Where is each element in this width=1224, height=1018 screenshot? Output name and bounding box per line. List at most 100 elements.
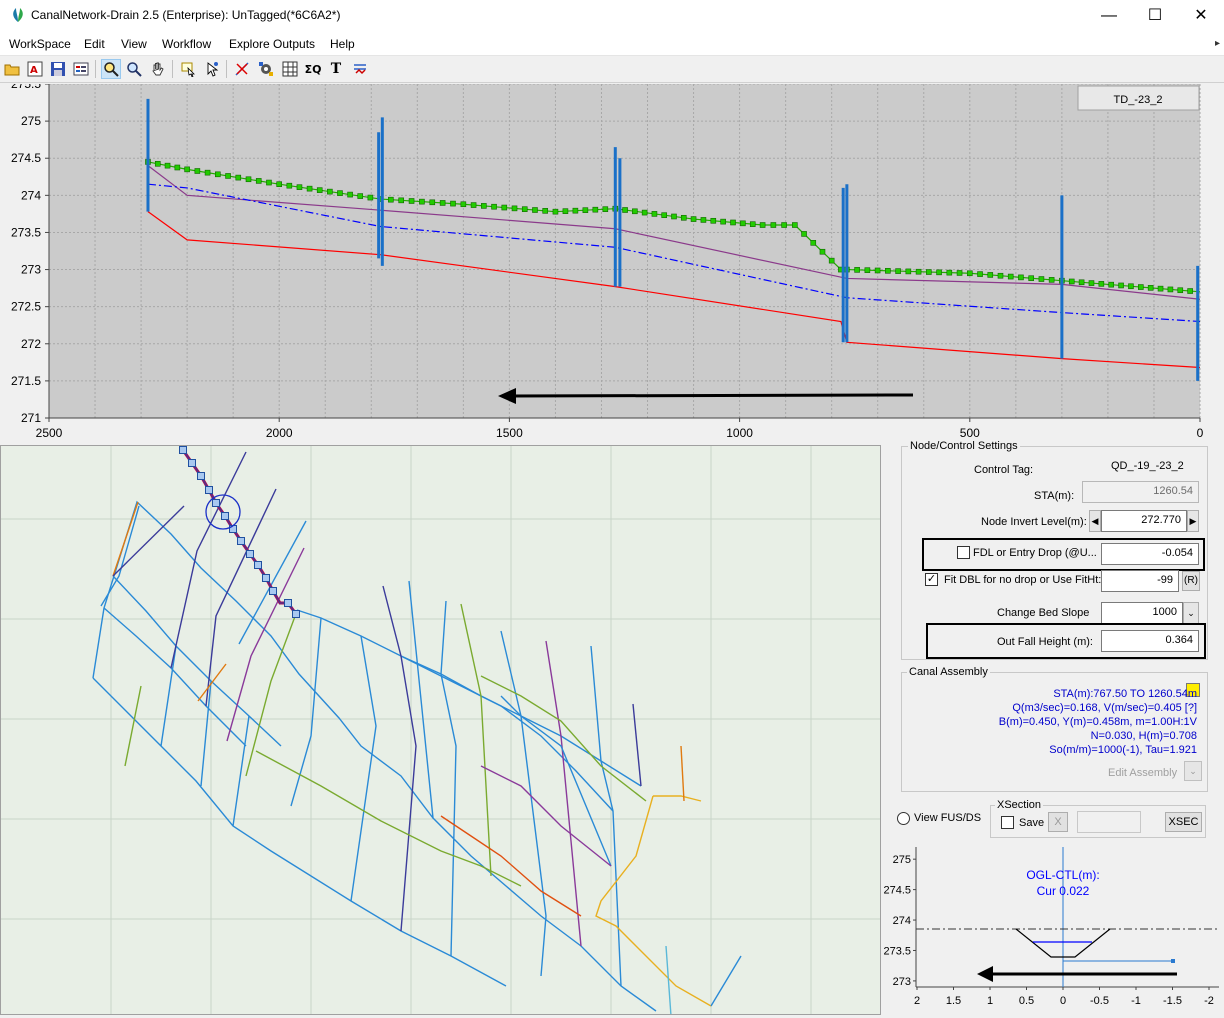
xs-x-tick-label: -1 bbox=[1131, 995, 1141, 1007]
zoom-icon[interactable] bbox=[124, 59, 144, 79]
xsection-x-button[interactable]: X bbox=[1048, 812, 1068, 832]
xs-y-tick-label: 275 bbox=[893, 854, 911, 866]
menu-help[interactable]: Help bbox=[330, 37, 355, 51]
y-tick-label: 275 bbox=[21, 114, 41, 128]
xsection-field[interactable] bbox=[1077, 811, 1141, 833]
menu-workspace[interactable]: WorkSpace bbox=[9, 37, 71, 51]
select-arrow-icon[interactable] bbox=[202, 59, 222, 79]
network-node[interactable] bbox=[179, 446, 187, 454]
outfall-field[interactable]: 0.364 bbox=[1101, 630, 1199, 652]
network-node[interactable] bbox=[254, 561, 262, 569]
text-style-icon[interactable]: A bbox=[25, 59, 45, 79]
edit-assembly-dropdown[interactable]: ⌄ bbox=[1184, 761, 1202, 781]
network-node[interactable] bbox=[246, 550, 254, 558]
xs-x-tick-label: 1 bbox=[987, 995, 993, 1007]
fdl-checkbox[interactable] bbox=[957, 546, 970, 559]
zoom-box-icon[interactable] bbox=[101, 59, 121, 79]
network-node[interactable] bbox=[269, 587, 277, 595]
network-node[interactable] bbox=[197, 472, 205, 480]
grid-icon[interactable] bbox=[280, 59, 300, 79]
network-node[interactable] bbox=[284, 599, 292, 607]
network-node[interactable] bbox=[237, 537, 245, 545]
xsec-button[interactable]: XSEC bbox=[1165, 812, 1202, 832]
series-marker bbox=[854, 267, 860, 273]
bed-slope-label: Change Bed Slope bbox=[997, 607, 1090, 619]
network-node[interactable] bbox=[188, 459, 196, 467]
open-folder-icon[interactable] bbox=[2, 59, 22, 79]
plot-area[interactable] bbox=[49, 84, 1200, 418]
series-marker bbox=[398, 197, 405, 204]
pan-hand-icon[interactable] bbox=[148, 59, 168, 79]
menu-view[interactable]: View bbox=[121, 37, 147, 51]
sta-field[interactable]: 1260.54 bbox=[1082, 481, 1199, 503]
settings-network-icon[interactable] bbox=[256, 59, 276, 79]
xs-x-tick-label: -2 bbox=[1204, 995, 1214, 1007]
toolbar: A ΣQ T bbox=[0, 57, 1224, 83]
series-marker bbox=[1118, 282, 1124, 289]
network-map[interactable] bbox=[0, 445, 881, 1015]
profile-chart[interactable]: 271 271.5 272 272.5 273 273.5 274 274.5 275 275.5… bbox=[0, 77, 1224, 442]
select-node-icon[interactable] bbox=[178, 59, 198, 79]
properties-icon[interactable] bbox=[71, 59, 91, 79]
fit-r-button[interactable]: (R) bbox=[1182, 571, 1200, 591]
fit-dbl-field[interactable]: -99 bbox=[1101, 570, 1179, 592]
series-marker bbox=[306, 185, 313, 192]
invert-increment-button[interactable]: ▶ bbox=[1187, 510, 1199, 532]
network-node[interactable] bbox=[212, 499, 220, 507]
network-node[interactable] bbox=[262, 574, 270, 582]
series-marker bbox=[680, 214, 687, 221]
bed-slope-field[interactable]: 1000 bbox=[1101, 602, 1183, 624]
series-marker bbox=[1138, 284, 1144, 290]
sigma-q-icon[interactable]: ΣQ bbox=[304, 62, 322, 76]
assembly-legend: Canal Assembly bbox=[907, 666, 990, 678]
fdl-field[interactable]: -0.054 bbox=[1101, 543, 1199, 565]
profile-tag-box bbox=[1077, 85, 1200, 111]
canal-section bbox=[1015, 928, 1111, 958]
series-marker bbox=[781, 222, 787, 228]
menu-workflow[interactable]: Workflow bbox=[162, 37, 212, 51]
flow-icon[interactable] bbox=[350, 59, 370, 79]
bed-slope-dropdown[interactable]: ⌄ bbox=[1183, 602, 1199, 624]
xsection-group: XSection Save X XSEC bbox=[990, 799, 1206, 838]
network-node[interactable] bbox=[205, 486, 213, 494]
minimize-button[interactable]: — bbox=[1101, 7, 1117, 24]
assembly-line-flow: Q(m3/sec)=0.168, V(m/sec)=0.405 [?] bbox=[1012, 702, 1197, 714]
network-node[interactable] bbox=[292, 610, 300, 618]
text-tool-icon[interactable]: T bbox=[330, 61, 342, 77]
assembly-line-geometry: B(m)=0.450, Y(m)=0.458m, m=1.00H:1V bbox=[998, 716, 1197, 728]
assembly-color-swatch[interactable] bbox=[1186, 683, 1200, 697]
series-marker bbox=[1028, 275, 1034, 282]
x-tick-label: 1000 bbox=[726, 426, 753, 440]
flow-direction-arrow bbox=[509, 393, 914, 398]
close-button[interactable]: ✕ bbox=[1194, 7, 1208, 24]
menu-edit[interactable]: Edit bbox=[84, 37, 105, 51]
series-marker bbox=[204, 169, 211, 176]
network-node[interactable] bbox=[221, 512, 229, 520]
cut-link-icon[interactable] bbox=[232, 59, 252, 79]
maximize-button[interactable]: ☐ bbox=[1147, 7, 1163, 24]
view-fus-radio[interactable] bbox=[897, 812, 910, 825]
xsection-save-checkbox[interactable] bbox=[1001, 816, 1014, 829]
series-marker bbox=[552, 208, 559, 215]
xs-x-tick-label: -0.5 bbox=[1090, 995, 1109, 1007]
y-tick-label: 274 bbox=[21, 188, 41, 202]
menu-explore-outputs[interactable]: Explore Outputs bbox=[229, 37, 316, 51]
invert-field[interactable]: 272.770 bbox=[1101, 510, 1187, 532]
network-map-svg[interactable] bbox=[1, 446, 881, 1015]
x-tick-label: 2000 bbox=[266, 426, 293, 440]
series-marker bbox=[521, 206, 528, 212]
title-bar: CanalNetwork-Drain 2.5 (Enterprise): UnT… bbox=[0, 0, 1224, 32]
selected-node-marker[interactable] bbox=[205, 494, 241, 530]
invert-decrement-button[interactable]: ◀ bbox=[1089, 510, 1101, 532]
menu-overflow-icon[interactable]: ▸ bbox=[1214, 38, 1220, 49]
fit-dbl-checkbox[interactable]: ✓ bbox=[925, 573, 938, 586]
series-marker bbox=[470, 202, 477, 208]
series-marker bbox=[987, 272, 994, 278]
profile-chart-svg[interactable]: 271 271.5 272 272.5 273 273.5 274 274.5 275 275.5… bbox=[0, 77, 1224, 442]
canal-network[interactable] bbox=[92, 451, 742, 1015]
save-icon[interactable] bbox=[48, 59, 68, 79]
cross-section-chart[interactable]: 273 273.5 274 274.5 275 2 1.5 1 0.5 0 -0.5 -1 -1.5 -2… bbox=[883, 847, 1220, 1015]
fit-dbl-label: Fit DBL for no drop or Use FitHt: bbox=[944, 574, 1102, 586]
y-tick-label: 275.5 bbox=[11, 84, 41, 91]
